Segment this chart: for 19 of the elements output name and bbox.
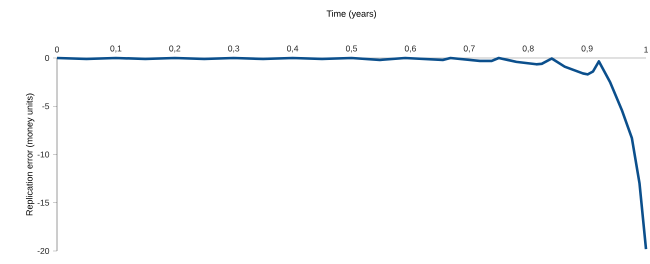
y-tick-label: 0: [45, 54, 50, 61]
x-tick-label: 0,1: [110, 45, 122, 52]
x-tick-label: 0,9: [582, 45, 593, 52]
x-tick-label: 0,6: [404, 45, 416, 52]
y-tick-label: -20: [38, 248, 50, 254]
y-tick-label: -10: [38, 151, 50, 158]
y-tick-label: -15: [38, 200, 50, 206]
x-tick-label: 0: [54, 46, 60, 52]
x-tick-label: 0,4: [287, 45, 298, 52]
x-axis-title: Time (years): [326, 10, 376, 19]
y-tick-label: -5: [42, 103, 50, 110]
line-series: [56, 56, 648, 250]
x-tick-label: 0,5: [346, 45, 358, 52]
x-tick-label: 0,3: [228, 45, 240, 52]
x-tick-label: 0,7: [464, 45, 475, 52]
x-tick-label: 1: [644, 46, 648, 52]
x-tick-label: 0,2: [169, 45, 180, 52]
x-tick-label: 0,8: [522, 45, 534, 52]
y-axis-title: Replication error (money units): [26, 94, 34, 216]
